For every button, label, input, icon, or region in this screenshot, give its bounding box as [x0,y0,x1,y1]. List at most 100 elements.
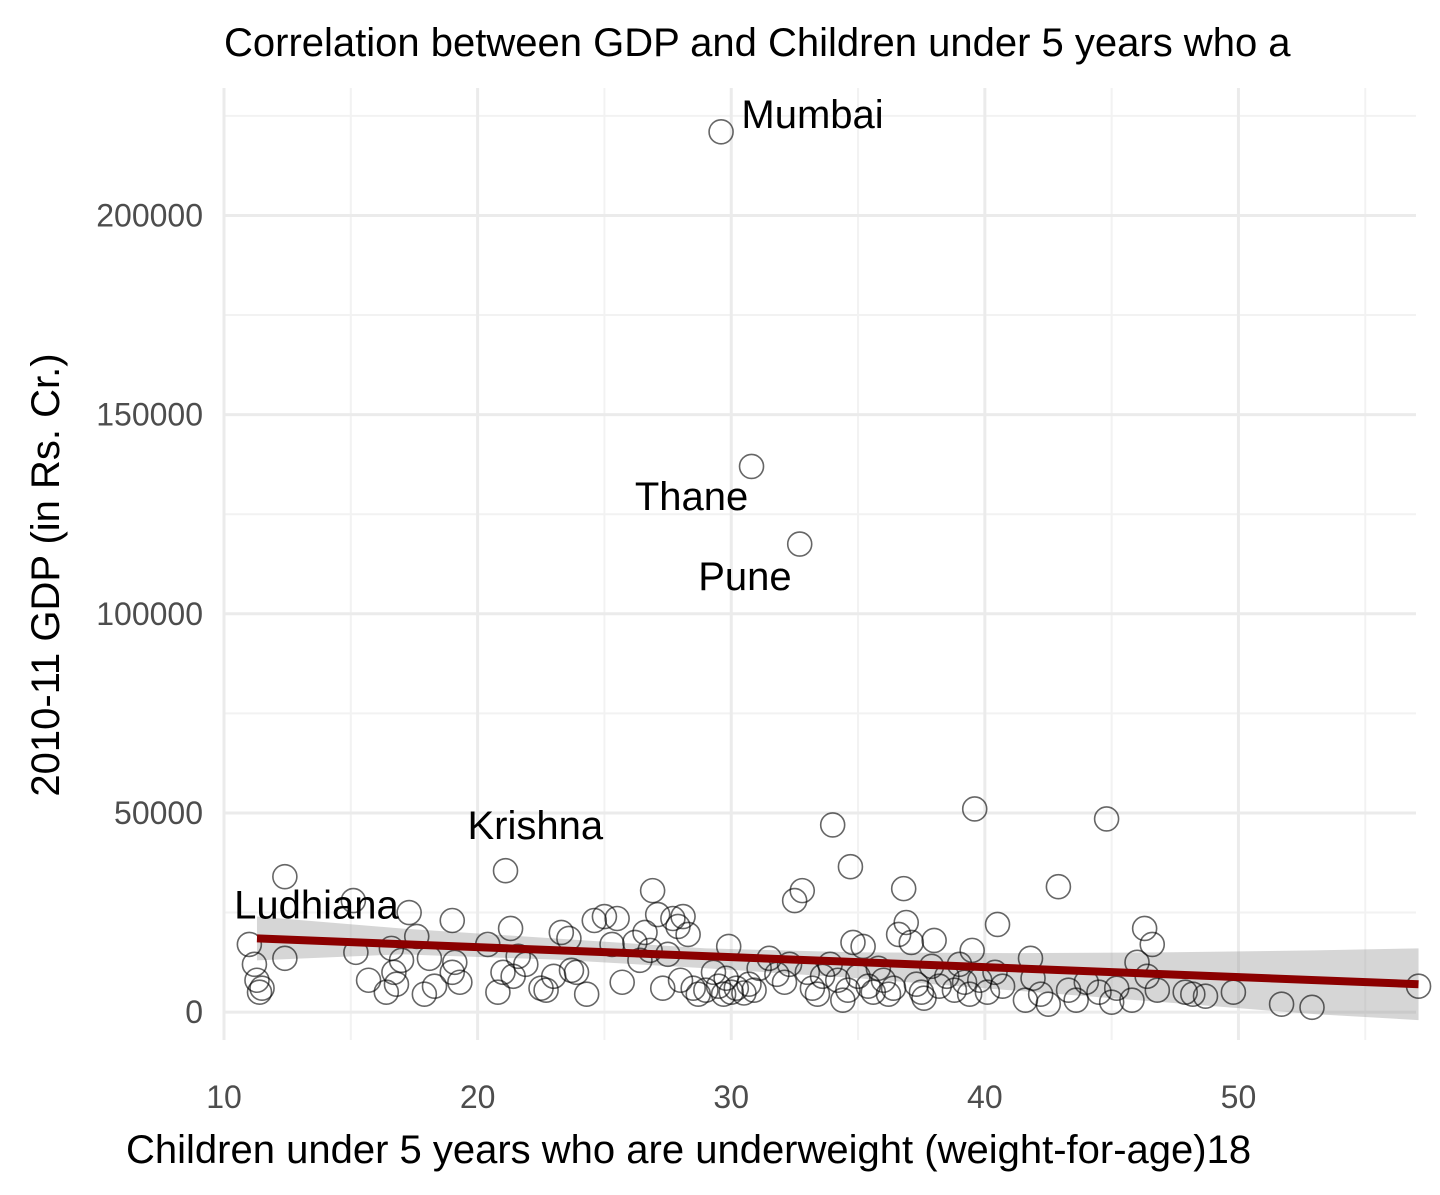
data-point [421,973,448,1000]
data-point [439,907,466,934]
data-point [1192,983,1219,1009]
data-point [804,981,831,1007]
data-point [241,951,268,978]
data-point [604,905,630,932]
y-tick-label: 50000 [114,795,203,831]
data-point [1093,806,1120,832]
data-point [373,979,400,1006]
data-point [708,119,734,145]
y-tick-label: 200000 [96,197,203,233]
annotation-label: Pune [698,555,791,599]
minor-gridlines [224,88,1416,1040]
y-axis-title: 2010-11 GDP (in Rs. Cr.) [24,353,68,796]
data-point [908,979,935,1006]
data-point [1119,987,1145,1013]
data-point [776,951,803,978]
scatter-points [236,119,1432,1021]
data-point [244,967,270,994]
data-point [563,959,590,986]
data-point [548,919,575,946]
data-point [355,967,382,994]
data-point [1144,977,1171,1004]
annotation-label: Krishna [467,804,603,848]
data-point [340,887,367,914]
data-point [533,977,559,1004]
data-point [1098,989,1125,1015]
data-point [558,957,585,984]
data-point [959,937,985,964]
data-point [1045,873,1072,900]
data-point [670,903,696,930]
data-point [581,907,608,934]
data-point [249,975,275,1002]
data-point [835,977,861,1004]
data-point [492,857,519,884]
data-point [439,959,466,986]
data-point [903,971,930,998]
x-tick-label: 30 [713,1079,749,1115]
data-point [984,911,1011,938]
data-point [609,969,635,996]
data-point [705,973,732,1000]
data-point [961,796,988,822]
data-point [989,973,1016,1000]
x-axis-title: Children under 5 years who are underweig… [126,1128,1251,1172]
data-point [680,975,706,1002]
x-tick-label: 50 [1221,1079,1257,1115]
data-point [660,905,686,932]
data-point [667,967,694,994]
data-point [497,915,524,942]
data-point [573,981,600,1007]
data-point [786,531,813,557]
data-point [1027,981,1054,1007]
data-point [890,875,917,902]
y-tick-label: 100000 [96,596,203,632]
data-point [840,929,866,956]
data-point [246,979,273,1006]
data-point [272,863,298,890]
data-point [505,943,531,970]
data-point [982,959,1008,986]
data-point [383,971,410,998]
data-point [649,975,676,1002]
data-point [1131,915,1158,942]
data-point [875,981,902,1007]
data-point [819,812,846,838]
chart-title: Correlation between GDP and Children und… [224,21,1291,65]
data-point [490,959,516,986]
data-point [789,877,816,904]
trend-line-layer [256,934,1419,989]
data-point [396,899,422,926]
data-point [441,949,468,976]
data-point [1180,981,1206,1007]
data-point [893,909,920,936]
data-point [956,981,983,1007]
data-point [723,975,750,1002]
data-point [675,921,701,948]
data-point [974,979,1001,1006]
data-point [1055,977,1082,1004]
data-point [1299,994,1325,1021]
data-point [870,967,897,994]
data-point [731,980,757,1006]
data-point [272,945,298,972]
annotation-label: Thane [635,475,748,519]
major-gridlines [222,88,1416,1040]
data-point [665,913,691,940]
data-point [411,981,438,1007]
data-point [644,901,671,928]
x-tick-label: 10 [206,1079,242,1115]
data-point [837,853,864,880]
data-point [921,927,947,954]
annotation-label: Mumbai [741,93,883,137]
y-tick-label: 150000 [96,397,203,433]
data-point [781,887,808,914]
y-axis-ticks: 0 50000 100000 150000 200000 [96,197,203,1030]
data-point [824,967,851,994]
data-point [1139,931,1166,958]
data-point [1086,979,1112,1006]
x-axis-ticks: 10 20 30 40 50 [206,1079,1256,1115]
point-annotations: Mumbai Thane Pune Krishna Ludhiana [234,93,883,928]
x-tick-label: 40 [967,1079,1003,1115]
